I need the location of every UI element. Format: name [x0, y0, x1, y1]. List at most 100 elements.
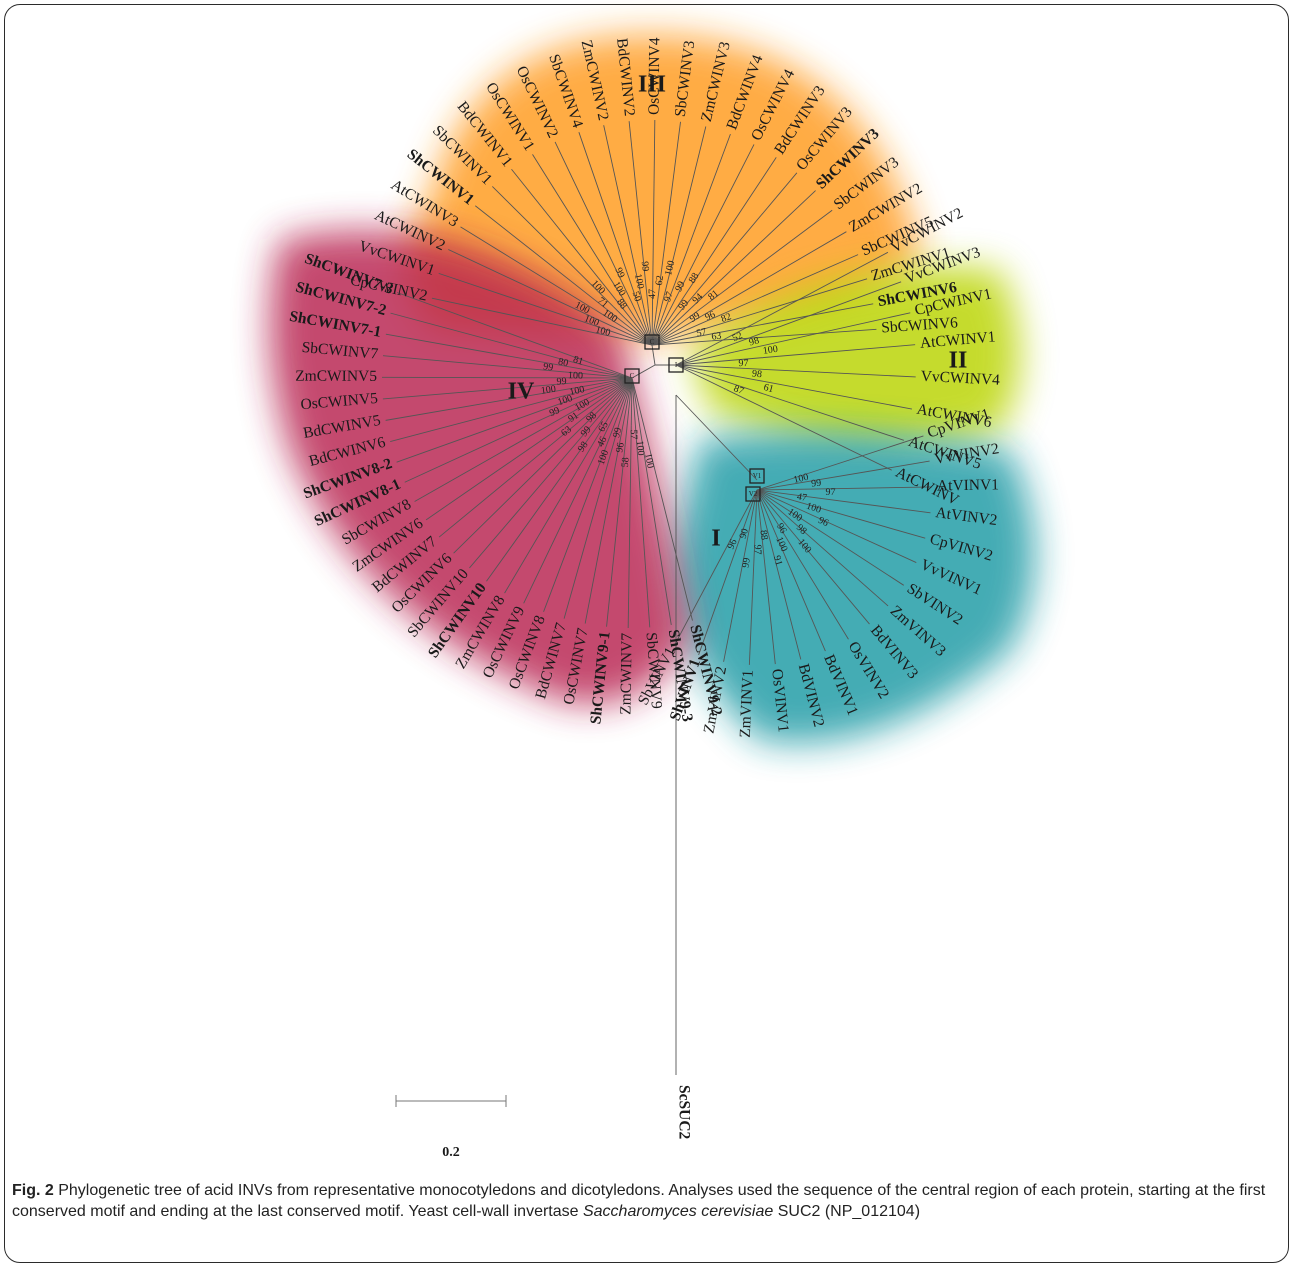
bootstrap-value: 97	[752, 545, 763, 555]
branch-inner	[614, 377, 633, 439]
branch-leaf	[603, 125, 640, 288]
bootstrap-value: 91	[771, 554, 784, 567]
node-marker-v2: V2	[745, 486, 761, 502]
branch-inner	[756, 481, 807, 491]
caption-text-2: SUC2 (NP_012104)	[773, 1203, 921, 1220]
bootstrap-value: 90	[738, 527, 751, 540]
bootstrap-value: 100	[583, 313, 601, 329]
branch-leaf	[511, 168, 620, 305]
bootstrap-value: 47	[796, 491, 808, 504]
branch-inner	[624, 377, 633, 445]
branch-leaf	[745, 368, 916, 378]
branch-leaf	[448, 249, 617, 329]
branch-inner	[597, 377, 633, 436]
taxon-sbcwinv6: SbCWINV6	[881, 314, 959, 336]
bootstrap-value: 96	[774, 521, 789, 535]
branch-inner	[675, 364, 757, 381]
branch-leaf	[761, 539, 776, 665]
branch-inner	[577, 377, 633, 423]
bootstrap-value: 88	[757, 529, 769, 540]
branch-leaf	[775, 520, 849, 640]
bootstrap-value: 65	[596, 420, 611, 434]
trunk-branch-i	[675, 394, 758, 481]
scale-bar-label: 0.2	[442, 1145, 460, 1160]
node-marker-i: I	[668, 357, 684, 373]
bootstrap-value: 88	[687, 271, 702, 285]
branch-inner	[564, 371, 633, 379]
taxon-sbcwinv9: SbCWINV9	[643, 632, 665, 710]
branch-leaf	[404, 398, 586, 483]
branch-inner	[625, 302, 653, 346]
branch-leaf	[742, 397, 892, 471]
branch-leaf	[764, 519, 802, 660]
branch-inner	[756, 489, 794, 514]
branch-inner	[651, 315, 702, 346]
node-marker-c: C	[624, 368, 640, 384]
branch-leaf	[627, 425, 632, 628]
bootstrap-value: 100	[792, 472, 809, 486]
branch-leaf	[390, 392, 577, 442]
branch-leaf	[756, 379, 913, 410]
bootstrap-value: 96	[703, 309, 717, 323]
bootstrap-value: 82	[720, 311, 733, 325]
branch-inner	[631, 377, 650, 446]
svg-text:C: C	[630, 372, 635, 380]
branch-inner	[585, 377, 633, 400]
branch-leaf	[532, 154, 626, 304]
bootstrap-value: 97	[738, 358, 748, 369]
branch-inner	[606, 377, 633, 430]
bootstrap-value: 99	[740, 557, 752, 568]
branch-leaf	[382, 382, 569, 400]
taxon-oscwinv4: OsCWINV4	[645, 37, 663, 115]
bootstrap-value: 96	[614, 442, 626, 454]
tree-branches	[381, 120, 932, 1075]
clade-backgrounds	[269, 34, 1035, 744]
branch-inner	[627, 294, 653, 346]
branch-inner	[675, 364, 746, 369]
branch-leaf	[790, 486, 932, 490]
bootstrap-value: 99	[613, 266, 627, 280]
taxon-osvinv1: OsVINV1	[768, 668, 792, 733]
branch-leaf	[460, 226, 603, 315]
branch-leaf	[504, 434, 599, 594]
branch-inner	[651, 316, 691, 346]
branch-inner	[651, 338, 686, 346]
branch-inner	[630, 377, 633, 426]
branch-leaf	[689, 254, 859, 329]
branch-inner	[756, 489, 788, 527]
branch-leaf	[759, 281, 902, 335]
branch-inner	[596, 377, 633, 403]
branch-leaf	[382, 355, 565, 373]
branch-leaf	[701, 231, 847, 317]
branch-inner	[747, 489, 758, 539]
branch-leaf	[438, 422, 579, 538]
branch-leaf	[685, 172, 798, 305]
branch-leaf	[798, 508, 917, 563]
bootstrap-value: 99	[548, 405, 562, 419]
branch-inner	[651, 304, 668, 346]
branch-inner	[734, 489, 758, 532]
branch-leaf	[652, 120, 656, 286]
bootstrap-value: 58	[620, 457, 632, 468]
branch-inner	[675, 351, 735, 366]
clade-iii-background	[405, 34, 920, 337]
branch-leaf	[678, 157, 777, 305]
bootstrap-value: 100	[596, 449, 611, 467]
bootstrap-value: 50	[630, 290, 644, 303]
bootstrap-value: 96	[726, 538, 740, 552]
branch-leaf	[698, 523, 746, 656]
bootstrap-value: 97	[662, 290, 676, 303]
branch-leaf	[425, 402, 597, 521]
branch-inner	[602, 377, 633, 419]
branch-inner	[631, 377, 639, 418]
bootstrap-value: 80	[557, 356, 569, 369]
branch-inner	[675, 364, 751, 390]
branch-inner	[619, 304, 653, 346]
node-marker-v1: V1	[749, 468, 765, 484]
branch-leaf	[762, 344, 916, 359]
clade-i-background	[673, 432, 1035, 744]
branch-inner	[756, 489, 795, 502]
node-markers: C C I V1 V2	[624, 334, 765, 502]
branch-inner	[637, 303, 653, 346]
